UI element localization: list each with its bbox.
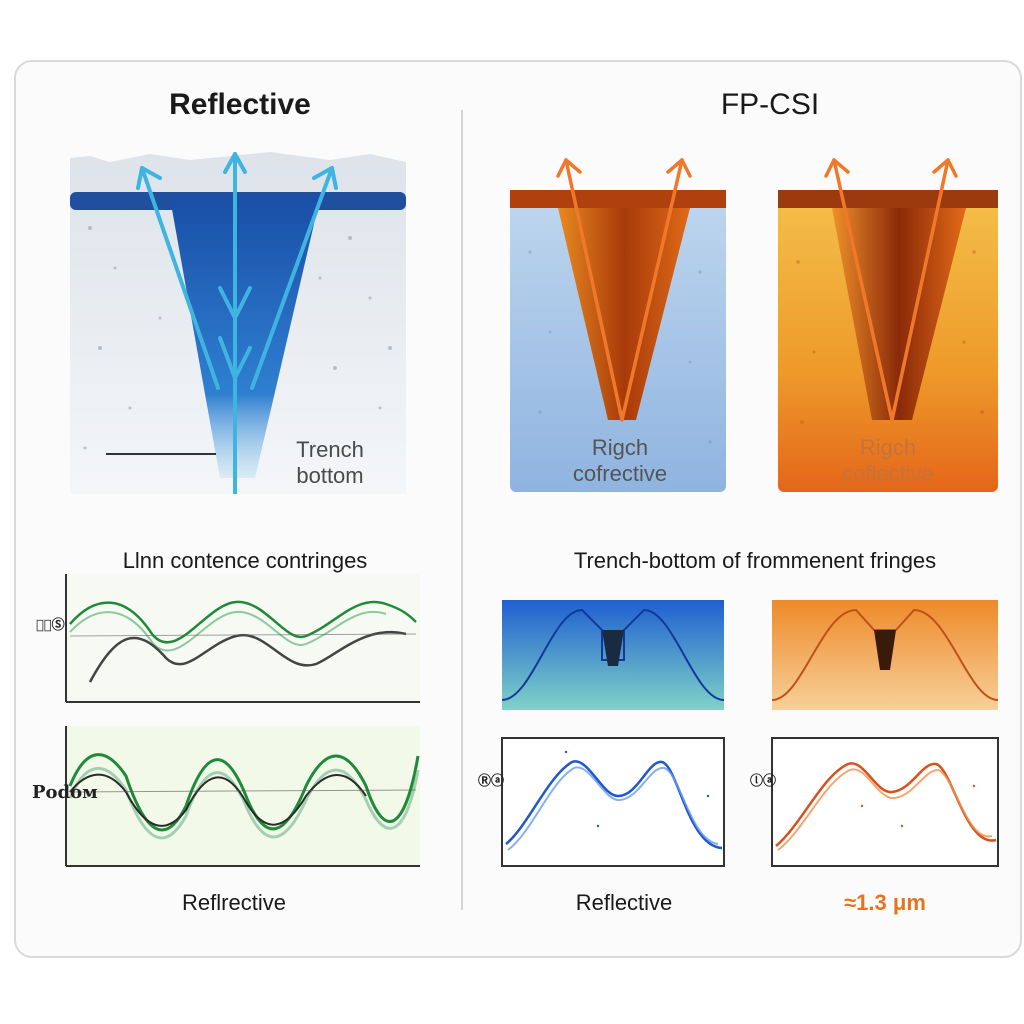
fpcsi-panel-b-illustration xyxy=(778,158,998,492)
right-fringes-title: Trench-bottom of frommenent fringes xyxy=(573,548,937,573)
reflective-trench-panel: Trench bottom xyxy=(70,148,406,512)
fpcsi-panel-a-line2: cofrective xyxy=(572,461,668,486)
left-fringes-title: Llnn contence contringes xyxy=(122,548,368,573)
fringe-plot-orange-plot xyxy=(771,737,999,867)
left-chart-top: Ⓡ͟Ⓢ xyxy=(36,574,420,708)
left-chart-bottom-ylabel: Pоdом xyxy=(32,782,98,803)
left-caption: Reflrective xyxy=(182,890,286,915)
fpcsi-panel-a-line1: Rigch xyxy=(591,435,649,460)
fringe-thumb-orange-image xyxy=(771,600,999,710)
left-title: Reflective xyxy=(169,88,311,121)
column-divider xyxy=(461,110,463,910)
fringe-thumb-orange xyxy=(771,600,999,710)
left-chart-bottom-plot xyxy=(65,726,420,867)
right-caption-a: Reflective xyxy=(575,890,673,915)
fpcsi-panel-a-illustration xyxy=(510,158,726,492)
fringe-plot-blue-ylabel: Ⓡⓐ xyxy=(478,774,505,789)
fringe-plot-blue-plot xyxy=(501,737,725,867)
trench-label-line2: bottom xyxy=(296,463,364,488)
fringe-thumb-blue xyxy=(501,600,725,710)
right-caption-b: ≈1.3 μm xyxy=(844,890,926,915)
left-chart-bottom: Pоdом xyxy=(32,726,420,870)
fringe-thumb-blue-image xyxy=(501,600,725,710)
trench-label-line1: Trench xyxy=(296,437,364,462)
fpcsi-panel-a: Rigch cofrective xyxy=(510,152,726,494)
fringe-plot-orange: ⓛⓐ xyxy=(750,736,1000,870)
left-chart-top-ylabel: Ⓡ͟Ⓢ xyxy=(36,618,65,633)
fpcsi-panel-b-line2: coflective xyxy=(842,461,934,486)
reflective-trench-illustration xyxy=(70,152,406,512)
fpcsi-panel-b: Rigch coflective xyxy=(778,152,998,494)
fringe-plot-blue: Ⓡⓐ xyxy=(478,736,726,870)
fpcsi-panel-b-line1: Rigch xyxy=(859,435,917,460)
right-title: FP-CSI xyxy=(720,88,820,121)
left-chart-top-plot xyxy=(65,574,420,703)
fringe-plot-orange-ylabel: ⓛⓐ xyxy=(750,774,777,789)
